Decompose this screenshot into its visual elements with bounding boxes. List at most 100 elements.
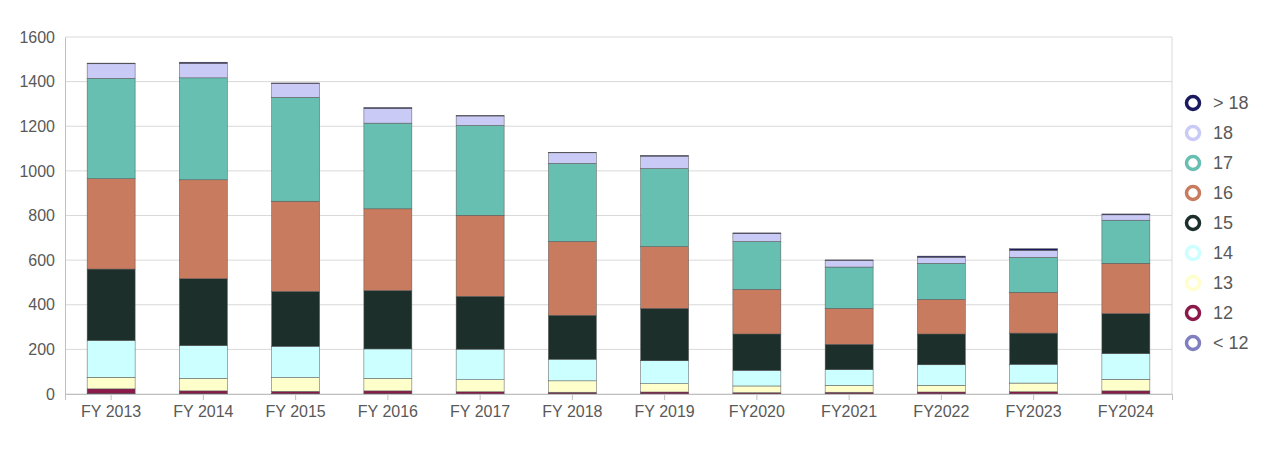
x-tick-label: FY 2013 [81, 403, 141, 420]
bar-segment [179, 62, 227, 63]
bar-segment [272, 201, 320, 291]
bar-segment [641, 392, 689, 394]
bar-segment [733, 393, 781, 394]
bar-segment [548, 381, 596, 392]
x-tick-label: FY2020 [729, 403, 785, 420]
chart: 02004006008001000120014001600FY 2013FY 2… [0, 0, 1280, 452]
bar-segment [87, 389, 135, 393]
bar-segment [548, 152, 596, 153]
legend-label: 14 [1213, 243, 1233, 263]
bar-segment [548, 163, 596, 241]
bar-segment [364, 107, 412, 109]
legend-entry: < 12 [1187, 333, 1249, 353]
x-tick: FY 2018 [542, 394, 602, 420]
bar-segment [1010, 292, 1058, 333]
plot: 02004006008001000120014001600FY 2013FY 2… [19, 29, 1172, 421]
legend-entry: 18 [1187, 123, 1234, 143]
plot-frame [1172, 37, 1173, 394]
bar-segment [548, 359, 596, 381]
bar-segment [87, 340, 135, 377]
bar-segment [825, 385, 873, 392]
y-tick-label: 600 [28, 252, 55, 269]
bar-segment [641, 361, 689, 384]
bar-segment [456, 215, 504, 296]
legend-marker [1187, 97, 1200, 110]
bar-segment [179, 279, 227, 346]
bar-segment [825, 267, 873, 308]
series [87, 63, 1150, 267]
legend-label: 17 [1213, 153, 1233, 173]
y-tick-label: 800 [28, 207, 55, 224]
legend-entry: 14 [1187, 243, 1234, 263]
x-tick-label: FY2022 [913, 403, 969, 420]
x-axis-line [66, 395, 1173, 401]
x-tick-mark [1125, 394, 1126, 400]
y-tick: 1000 [19, 162, 65, 179]
grid-line [65, 304, 1172, 305]
x-tick-label: FY 2017 [450, 403, 510, 420]
bar-segment [1010, 383, 1058, 392]
bar-segment [1102, 220, 1150, 263]
legend-label: 16 [1213, 183, 1233, 203]
x-tick-mark [572, 394, 573, 400]
bar-segment [733, 289, 781, 334]
bar-segment [179, 63, 227, 78]
series [87, 393, 1150, 394]
bar-segment [1102, 391, 1150, 394]
x-tick-label: FY 2018 [542, 403, 602, 420]
bar-segment [548, 153, 596, 163]
x-tick: FY 2017 [450, 394, 510, 420]
bar-segment [364, 290, 412, 348]
y-tick-label: 0 [46, 386, 55, 403]
bar-segment [1010, 250, 1058, 257]
bar-segment [456, 116, 504, 125]
x-tick: FY2020 [729, 394, 785, 420]
legend-entry: 13 [1187, 273, 1234, 293]
x-tick-mark [664, 394, 665, 400]
series [87, 179, 1150, 345]
bar-segment [364, 378, 412, 390]
bar-segment [1102, 213, 1150, 215]
legend-marker [1187, 247, 1200, 260]
bar-segment [179, 78, 227, 180]
bar-segment [456, 115, 504, 116]
x-tick-label: FY 2015 [266, 403, 326, 420]
grid-line [65, 170, 1172, 171]
bar-segment [1102, 263, 1150, 313]
legend-label: < 12 [1213, 333, 1249, 353]
bar-segment [179, 391, 227, 394]
x-tick-mark [111, 394, 112, 400]
bar-segment [917, 334, 965, 365]
bar-segment [641, 168, 689, 246]
legend-entry: 16 [1187, 183, 1234, 203]
bar-segment [456, 392, 504, 394]
bar-segment [272, 97, 320, 201]
bar-segment [87, 179, 135, 269]
x-tick: FY 2019 [635, 394, 695, 420]
y-axis: 02004006008001000120014001600 [19, 29, 65, 403]
legend-entry: 17 [1187, 153, 1234, 173]
bar-segment [825, 259, 873, 260]
bar-segment [364, 349, 412, 378]
bar-segment [364, 108, 412, 123]
legend-entry: 15 [1187, 213, 1234, 233]
bar-segment [1010, 364, 1058, 383]
bar-segment [179, 346, 227, 379]
bar-segment [733, 241, 781, 289]
bar-segment [641, 156, 689, 168]
bar-segment [1102, 215, 1150, 220]
bar-segment [272, 346, 320, 377]
series [87, 62, 1150, 260]
legend-marker [1187, 277, 1200, 290]
y-tick-label: 400 [28, 296, 55, 313]
bar-segment [641, 155, 689, 157]
series [87, 78, 1150, 308]
bar-segment [825, 260, 873, 267]
bar-segment [87, 377, 135, 389]
bar-segment [917, 263, 965, 299]
series [87, 377, 1150, 392]
bar-segment [1102, 354, 1150, 380]
legend-marker [1187, 337, 1200, 350]
x-axis: FY 2013FY 2014FY 2015FY 2016FY 2017FY 20… [66, 394, 1173, 420]
grid-line [65, 260, 1172, 261]
